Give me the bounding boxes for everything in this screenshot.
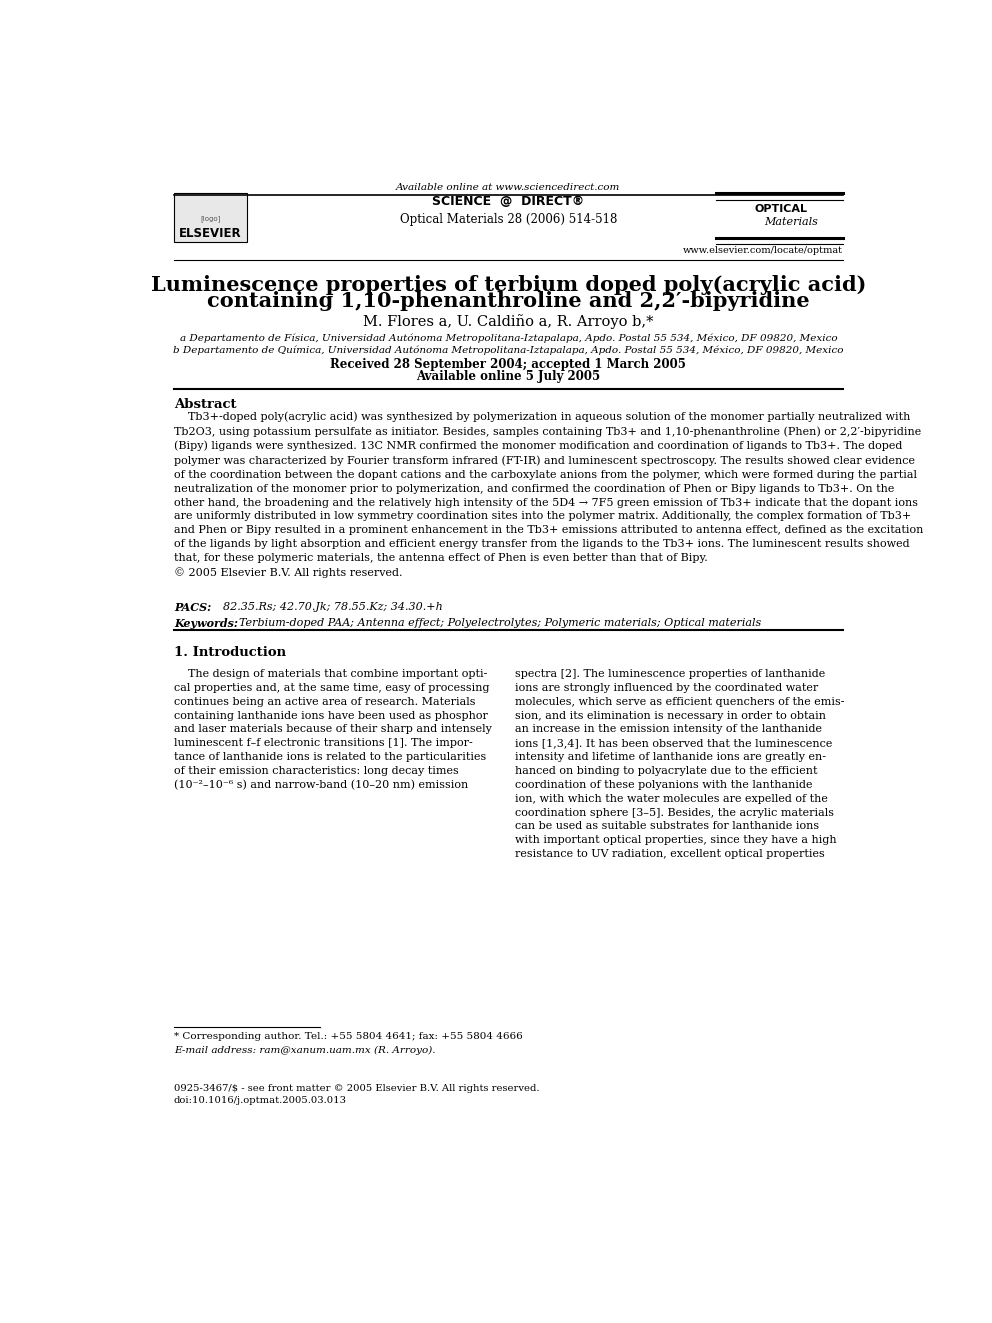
Text: Luminescence properties of terbium doped poly(acrylic acid): Luminescence properties of terbium doped… (151, 275, 866, 295)
Text: b Departamento de Química, Universidad Autónoma Metropolitana-Iztapalapa, Apdo. : b Departamento de Química, Universidad A… (174, 345, 843, 355)
Text: 0925-3467/$ - see front matter © 2005 Elsevier B.V. All rights reserved.
doi:10.: 0925-3467/$ - see front matter © 2005 El… (174, 1084, 540, 1105)
Text: 82.35.Rs; 42.70.Jk; 78.55.Kz; 34.30.+h: 82.35.Rs; 42.70.Jk; 78.55.Kz; 34.30.+h (216, 602, 443, 613)
Text: OPTICAL: OPTICAL (755, 204, 807, 214)
Text: Terbium-doped PAA; Antenna effect; Polyelectrolytes; Polymeric materials; Optica: Terbium-doped PAA; Antenna effect; Polye… (231, 618, 761, 628)
Text: Materials: Materials (765, 217, 818, 228)
Text: Optical Materials 28 (2006) 514-518: Optical Materials 28 (2006) 514-518 (400, 213, 617, 226)
Text: Received 28 September 2004; accepted 1 March 2005: Received 28 September 2004; accepted 1 M… (330, 359, 686, 370)
Text: SCIENCE  @  DIRECT®: SCIENCE @ DIRECT® (433, 194, 584, 208)
Text: E-mail address: ram@xanum.uam.mx (R. Arroyo).: E-mail address: ram@xanum.uam.mx (R. Arr… (174, 1046, 435, 1056)
Text: Abstract: Abstract (174, 398, 236, 411)
FancyBboxPatch shape (174, 193, 247, 242)
Text: www.elsevier.com/locate/optmat: www.elsevier.com/locate/optmat (682, 246, 843, 255)
Text: [logo]: [logo] (200, 216, 220, 222)
Text: PACS:: PACS: (174, 602, 211, 613)
Text: The design of materials that combine important opti-
cal properties and, at the : The design of materials that combine imp… (174, 669, 492, 790)
Text: M. Flores a, U. Caldiño a, R. Arroyo b,*: M. Flores a, U. Caldiño a, R. Arroyo b,* (363, 315, 654, 329)
Text: Available online 5 July 2005: Available online 5 July 2005 (417, 370, 600, 384)
Text: ELSEVIER: ELSEVIER (179, 228, 241, 241)
Text: containing 1,10-phenanthroline and 2,2′-bipyridine: containing 1,10-phenanthroline and 2,2′-… (207, 291, 809, 311)
Text: spectra [2]. The luminescence properties of lanthanide
ions are strongly influen: spectra [2]. The luminescence properties… (515, 669, 844, 859)
Text: 1. Introduction: 1. Introduction (174, 646, 286, 659)
Text: * Corresponding author. Tel.: +55 5804 4641; fax: +55 5804 4666: * Corresponding author. Tel.: +55 5804 4… (174, 1032, 523, 1041)
Text: Tb3+-doped poly(acrylic acid) was synthesized by polymerization in aqueous solut: Tb3+-doped poly(acrylic acid) was synthe… (174, 411, 924, 578)
Text: Keywords:: Keywords: (174, 618, 238, 630)
Text: a Departamento de Física, Universidad Autónoma Metropolitana-Iztapalapa, Apdo. P: a Departamento de Física, Universidad Au… (180, 333, 837, 343)
Text: Available online at www.sciencedirect.com: Available online at www.sciencedirect.co… (396, 183, 621, 192)
